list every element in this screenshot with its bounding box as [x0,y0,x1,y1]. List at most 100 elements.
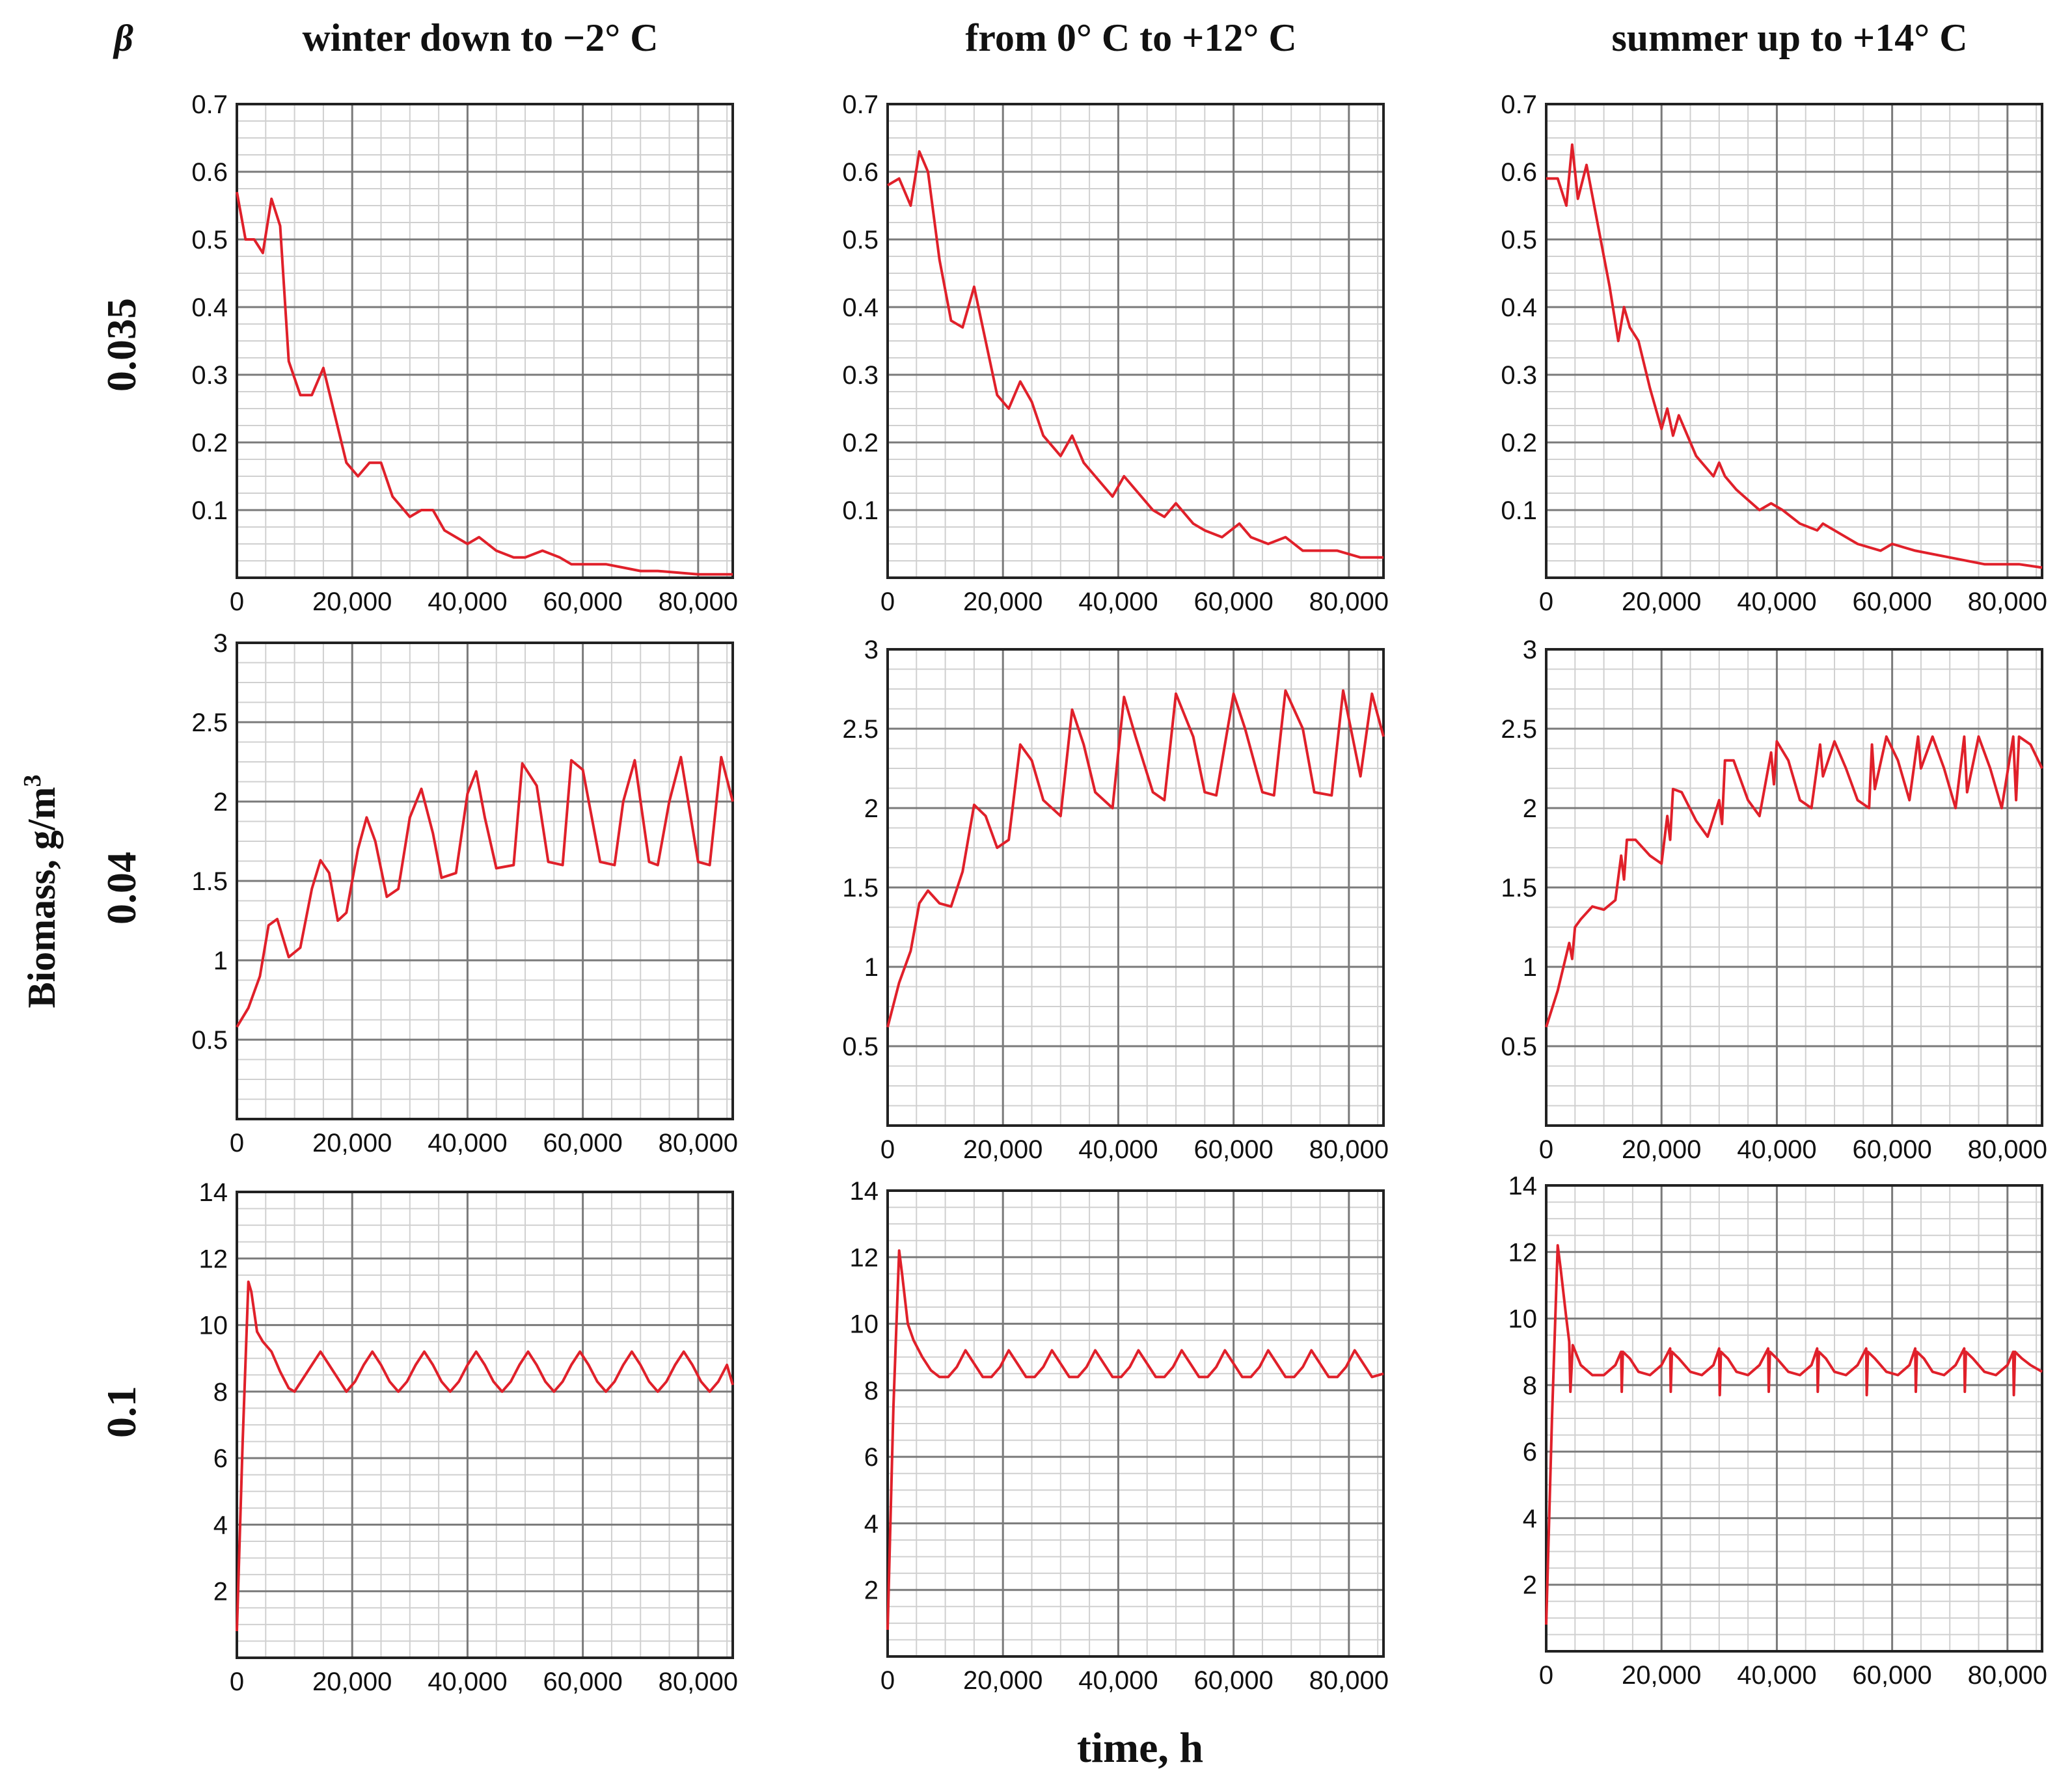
x-tick-label: 40,000 [1078,588,1158,616]
y-tick-label: 1 [1523,953,1537,982]
y-tick-label: 8 [864,1377,879,1405]
y-tick-label: 0.7 [1501,90,1537,119]
y-tick-label: 6 [1523,1438,1537,1466]
series-line-biomass [236,755,734,1028]
y-tick-label: 1.5 [191,867,228,896]
y-tick-label: 0.4 [191,293,228,322]
y-tick-label: 0.1 [1501,496,1537,525]
y-tick-label: 2 [864,1576,879,1605]
x-tick-label: 20,000 [963,1135,1043,1164]
y-tick-label: 10 [850,1310,879,1339]
plot-frame [236,1191,734,1659]
x-tick-label: 40,000 [1737,1661,1816,1690]
y-axis-label-text: Biomass, g/m [20,787,63,1008]
y-tick-label: 0.6 [842,158,879,187]
y-tick-label: 0.7 [842,90,879,119]
row-label-0035: 0.035 [98,298,144,392]
plot-frame [236,642,734,1120]
x-tick-label: 0 [880,1135,895,1164]
series-line-biomass [886,1249,1384,1630]
y-tick-label: 0.5 [842,1033,879,1061]
x-tick-label: 60,000 [1193,1135,1273,1164]
y-tick-label: 3 [864,636,879,664]
x-tick-label: 60,000 [543,588,622,616]
chart-panel-r1c0: 0.5 1 1.5 2 2.5 3 0 20,000 40,000 60,000 80,000 [191,629,738,1157]
chart-panel-r2c1: 2 4 6 8 10 12 14 0 20,000 40,000 60,000 80,000 [850,1177,1389,1695]
plot-frame [886,103,1385,579]
x-tick-label: 0 [230,1668,244,1696]
x-tick-label: 0 [230,588,244,616]
plot-frame [886,648,1385,1127]
y-tick-label: 2 [864,794,879,823]
chart-panel-r1c1: 0.5 1 1.5 2 2.5 3 0 20,000 40,000 60,000 80,000 [842,636,1389,1164]
y-tick-label: 0.6 [191,158,228,187]
x-tick-label: 60,000 [1852,1661,1931,1690]
x-tick-label: 0 [230,1129,244,1157]
y-tick-label: 0.3 [1501,361,1537,390]
y-axis-label-superscript: 3 [19,774,46,787]
y-tick-label: 0.6 [1501,158,1537,187]
series-line-biomass [1545,735,2043,1028]
series-line-biomass [236,191,733,576]
y-tick-label: 3 [213,629,228,658]
column-title-summer: summer up to +14° C [1611,16,1967,59]
x-tick-label: 40,000 [1078,1135,1158,1164]
x-tick-label: 20,000 [963,588,1043,616]
x-tick-label: 40,000 [1737,588,1816,616]
y-tick-label: 0.3 [842,361,879,390]
series-line-biomass [1545,1244,2043,1625]
chart-panel-r1c2: 0.5 1 1.5 2 2.5 3 0 20,000 40,000 60,000 80,000 [1501,636,2047,1164]
y-tick-label: 1 [864,953,879,982]
y-tick-label: 4 [864,1509,879,1538]
x-tick-label: 20,000 [1622,1661,1701,1690]
x-tick-label: 60,000 [543,1129,622,1157]
y-tick-label: 2.5 [191,709,228,737]
x-tick-label: 20,000 [963,1666,1043,1695]
y-tick-label: 2 [1523,1571,1537,1600]
y-tick-label: 14 [199,1178,228,1207]
plot-frame [1545,103,2043,579]
x-tick-label: 80,000 [1309,1666,1389,1695]
x-tick-label: 80,000 [1309,588,1389,616]
chart-panel-r0c0: 0.1 0.2 0.3 0.4 0.5 0.6 0.7 0 20,000 40,000 60,000… [191,90,738,616]
chart-panel-r0c2: 0.1 0.2 0.3 0.4 0.5 0.6 0.7 0 20,000 40,000 60,000… [1501,90,2047,616]
y-tick-label: 0.2 [1501,429,1537,457]
x-tick-label: 80,000 [1309,1135,1389,1164]
y-tick-label: 0.5 [191,226,228,254]
y-tick-label: 0.2 [191,429,228,457]
y-tick-label: 0.3 [191,361,228,390]
y-tick-label: 2 [213,1578,228,1606]
plot-frame [1545,1184,2043,1653]
y-tick-label: 0.5 [1501,1033,1537,1061]
y-tick-label: 12 [850,1243,879,1272]
y-tick-label: 3 [1523,636,1537,664]
plot-frame [236,103,734,579]
y-axis-label: Biomass, g/m3 [19,774,63,1008]
x-tick-label: 0 [880,1666,895,1695]
x-tick-label: 0 [1539,1661,1553,1690]
y-tick-label: 2 [213,788,228,817]
x-tick-label: 80,000 [1968,588,2047,616]
x-tick-label: 60,000 [1852,588,1931,616]
series-line-biomass [1546,143,2043,569]
x-tick-label: 80,000 [1968,1135,2047,1164]
x-tick-label: 60,000 [543,1668,622,1696]
column-title-winter: winter down to −2° C [302,16,658,59]
x-tick-label: 0 [1539,588,1553,616]
chart-panel-r2c2: 2 4 6 8 10 12 14 0 20,000 40,000 60,000 80,000 [1508,1172,2048,1690]
x-tick-label: 60,000 [1852,1135,1931,1164]
x-tick-label: 60,000 [1193,1666,1273,1695]
y-tick-label: 4 [213,1511,228,1539]
series-line-biomass [886,689,1385,1028]
x-tick-label: 80,000 [1968,1661,2047,1690]
series-line-biomass [236,1280,734,1632]
x-tick-label: 80,000 [659,588,738,616]
y-tick-label: 0.4 [1501,293,1537,322]
y-tick-label: 0.1 [842,496,879,525]
plot-frame [886,1189,1385,1658]
x-axis-label: time, h [1077,1724,1203,1772]
x-tick-label: 40,000 [1737,1135,1816,1164]
y-tick-label: 4 [1523,1504,1537,1533]
y-tick-label: 1.5 [842,874,879,902]
